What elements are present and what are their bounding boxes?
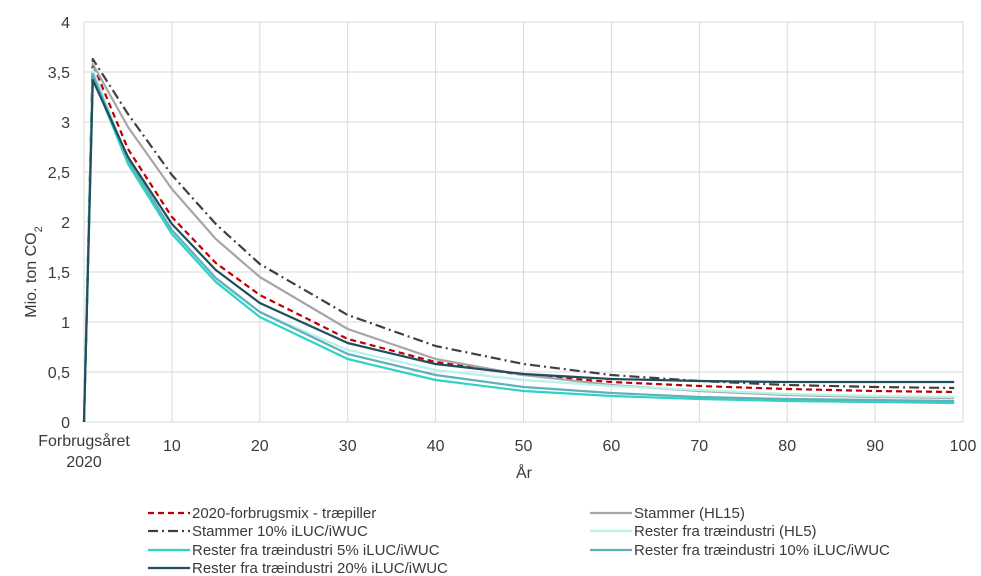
legend-label: Rester fra træindustri 20% iLUC/iWUC — [192, 560, 448, 576]
x-tick-label: 30 — [339, 438, 357, 455]
legend-label: Stammer 10% iLUC/iWUC — [192, 523, 368, 540]
x-tick-label: 20 — [251, 438, 269, 455]
y-tick-label: 3 — [61, 115, 70, 132]
x-tick-label: 90 — [866, 438, 884, 455]
x-tick-label: 80 — [778, 438, 796, 455]
x-tick-label: 40 — [427, 438, 445, 455]
x-tick-label: 10 — [163, 438, 181, 455]
series-line-5 — [82, 75, 955, 423]
x-tick-label: 100 — [950, 438, 977, 455]
series-lines — [82, 57, 955, 423]
series-line-1 — [82, 62, 955, 423]
y-tick-label: 4 — [61, 15, 70, 32]
y-axis-title: Mio. ton CO2 — [23, 226, 45, 317]
series-line-3 — [82, 57, 955, 423]
grid — [83, 21, 964, 423]
legend-label: Rester fra træindustri 5% iLUC/iWUC — [192, 542, 440, 559]
legend-label: 2020-forbrugsmix - træpiller — [192, 505, 376, 522]
x-tick-label: 70 — [690, 438, 708, 455]
x-tick-label: 60 — [603, 438, 621, 455]
y-tick-label: 2 — [61, 215, 70, 232]
y-tick-label: 1,5 — [48, 265, 70, 282]
y-axis-ticks: 0 0,5 1 1,5 2 2,5 3 3,5 4 — [48, 15, 70, 432]
x-tick-label: Forbrugsåret — [38, 432, 130, 450]
legend-label: Rester fra træindustri (HL5) — [634, 523, 817, 540]
y-tick-label: 0 — [61, 415, 70, 432]
series-line-7 — [82, 78, 955, 423]
x-tick-label-line2: 2020 — [66, 454, 102, 471]
x-axis-ticks: Forbrugsåret 2020 10 20 30 40 50 60 70 80 90 100 — [38, 432, 976, 471]
x-tick-label: 50 — [515, 438, 533, 455]
x-axis-title: År — [516, 463, 533, 482]
legend-label: Rester fra træindustri 10% iLUC/iWUC — [634, 542, 890, 559]
y-tick-label: 2,5 — [48, 165, 70, 182]
y-tick-label: 3,5 — [48, 65, 70, 82]
y-tick-label: 1 — [61, 315, 70, 332]
legend: 2020-forbrugsmix - træpiller Stammer (HL1… — [148, 505, 890, 576]
series-line-2 — [82, 62, 955, 423]
legend-label: Stammer (HL15) — [634, 505, 745, 522]
series-line-6 — [82, 72, 955, 423]
y-tick-label: 0,5 — [48, 365, 70, 382]
